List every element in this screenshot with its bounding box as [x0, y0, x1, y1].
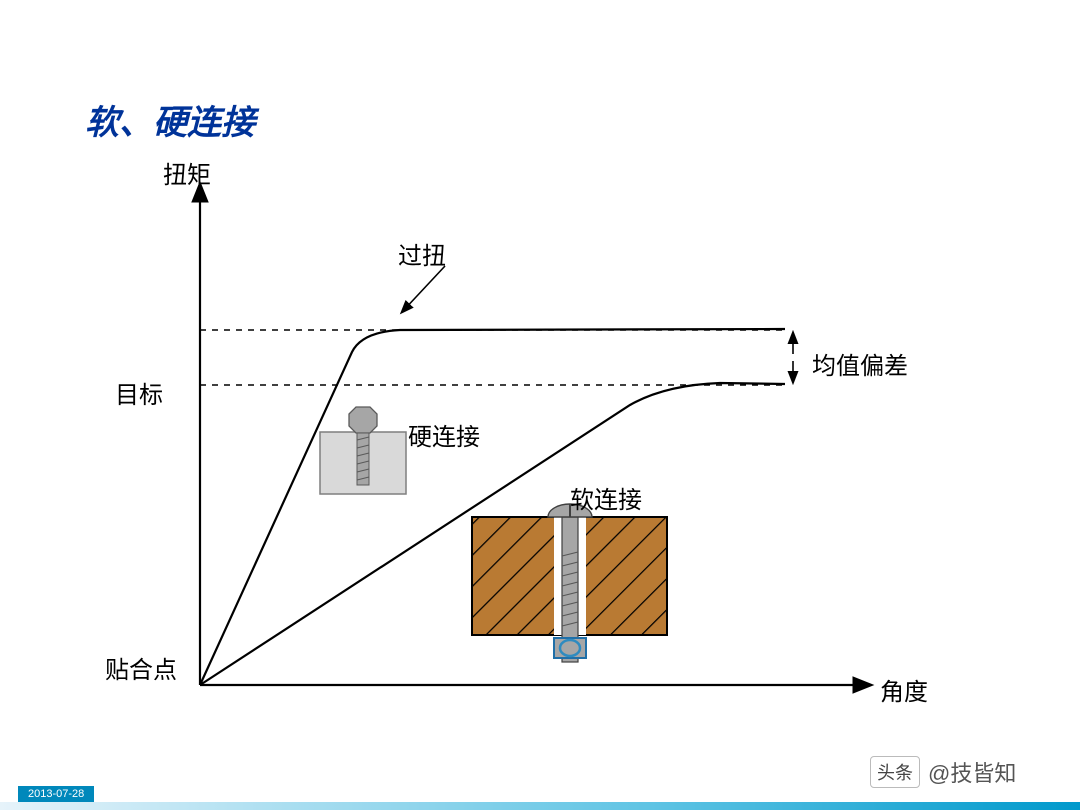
soft-joint-label: 软连接: [570, 480, 642, 515]
hard-joint-icon: [320, 407, 406, 494]
soft-joint-icon: [472, 504, 667, 662]
target-label: 目标: [115, 375, 163, 410]
footer-date-text: 2013-07-28: [28, 788, 84, 800]
footer-date: 2013-07-28: [18, 786, 94, 802]
watermark-badge: 头条: [870, 756, 920, 788]
footer-gradient-bar: [0, 788, 1080, 810]
x-axis-label: 角度: [880, 672, 928, 707]
hard-joint-label: 硬连接: [408, 417, 480, 452]
mean-shift-label: 均值偏差: [812, 346, 908, 381]
overtorque-arrow: [402, 266, 445, 312]
overtorque-label: 过扭: [398, 236, 446, 271]
watermark: 头条 @技皆知: [870, 756, 1016, 788]
origin-label: 贴合点: [105, 650, 177, 685]
watermark-user: @技皆知: [928, 756, 1016, 788]
y-axis-label: 扭矩: [163, 155, 211, 190]
